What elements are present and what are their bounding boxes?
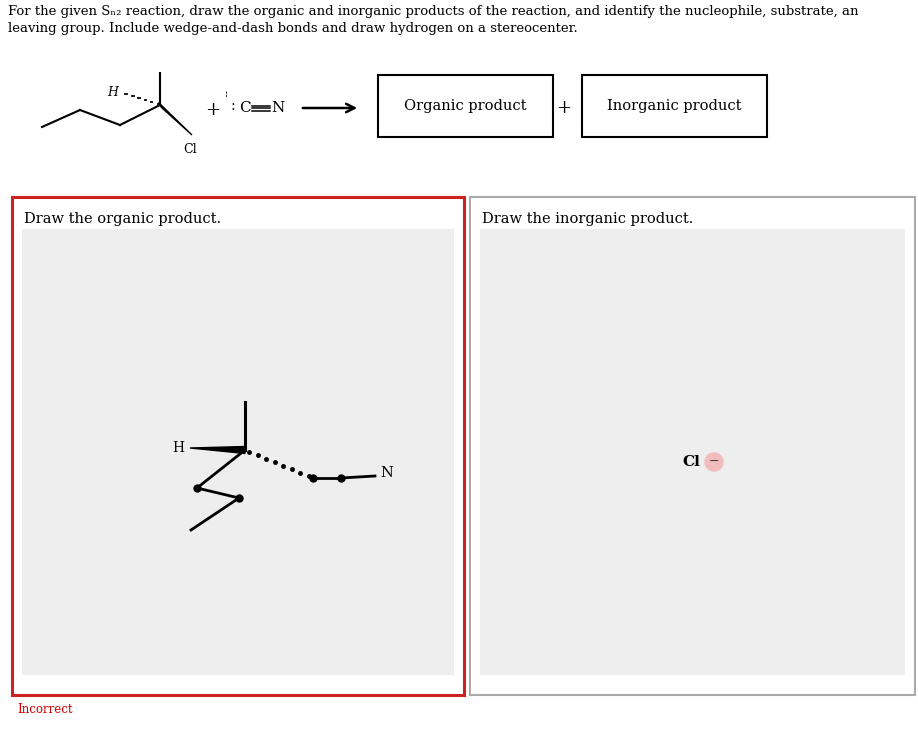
Text: :: :	[230, 99, 235, 113]
Text: Organic product: Organic product	[404, 99, 527, 113]
Text: Inorganic product: Inorganic product	[607, 99, 742, 113]
Text: Incorrect: Incorrect	[17, 703, 73, 716]
Text: +: +	[206, 101, 220, 119]
Text: Cl: Cl	[682, 455, 700, 469]
Text: +: +	[556, 99, 572, 117]
Text: N: N	[272, 101, 285, 115]
Bar	[22, 229, 454, 675]
Bar	[480, 229, 905, 675]
Text: For the given Sₙ₂ reaction, draw the organic and inorganic products of the react: For the given Sₙ₂ reaction, draw the org…	[8, 5, 858, 18]
Bar	[378, 75, 553, 137]
Text: C: C	[240, 101, 251, 115]
Text: Draw the inorganic product.: Draw the inorganic product.	[482, 212, 693, 226]
Text: Cl: Cl	[184, 143, 196, 156]
Bar	[470, 197, 915, 695]
Polygon shape	[159, 103, 192, 135]
Text: Draw the organic product.: Draw the organic product.	[24, 212, 221, 226]
Text: H: H	[107, 85, 118, 98]
Text: N: N	[380, 466, 393, 480]
Bar	[582, 75, 767, 137]
Text: −: −	[709, 455, 719, 468]
Polygon shape	[190, 446, 245, 453]
Text: H: H	[172, 441, 184, 455]
Circle shape	[705, 453, 723, 471]
Bar	[12, 197, 464, 695]
Text: leaving group. Include wedge-and-dash bonds and draw hydrogen on a stereocenter.: leaving group. Include wedge-and-dash bo…	[8, 22, 577, 35]
Text: ¯¯: ¯¯	[227, 89, 236, 97]
